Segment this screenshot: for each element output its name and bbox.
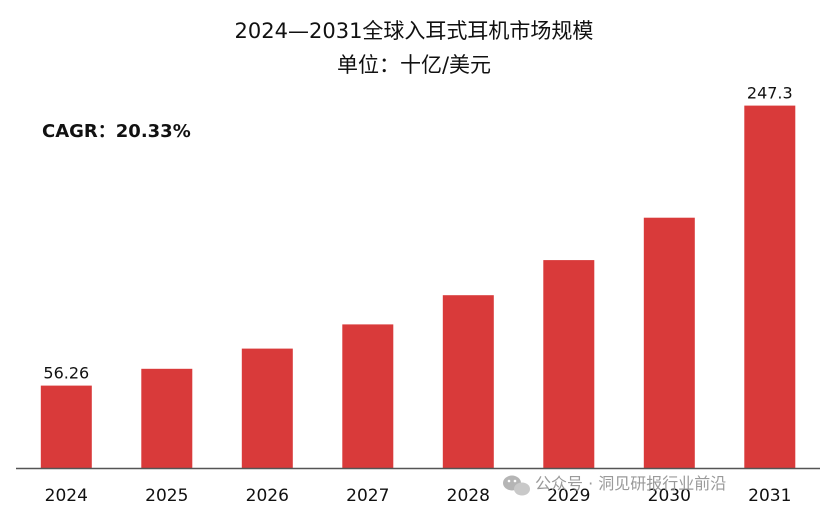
x-tick-2029: 2029 xyxy=(547,486,590,506)
chart-title: 2024—2031全球入耳式耳机市场规模 xyxy=(235,19,594,43)
bar-2026 xyxy=(241,348,293,468)
data-label-2031: 247.3 xyxy=(747,84,793,103)
bar-2024 xyxy=(40,385,92,468)
cagr-annotation: CAGR：20.33% xyxy=(42,121,191,142)
x-tick-2025: 2025 xyxy=(145,486,188,506)
bar-2028 xyxy=(442,295,494,468)
x-tick-2027: 2027 xyxy=(346,486,389,506)
x-tick-2030: 2030 xyxy=(648,486,691,506)
x-tick-2028: 2028 xyxy=(447,486,490,506)
x-tick-labels-group: 2024 2025 2026 2027 2028 2029 2030 2031 xyxy=(45,486,792,506)
chart-subtitle: 单位：十亿/美元 xyxy=(337,53,491,77)
bar-2029 xyxy=(543,260,595,468)
x-tick-2024: 2024 xyxy=(45,486,88,506)
bar-2031 xyxy=(744,105,796,468)
watermark-text: 公众号 · 洞见研报行业前沿 xyxy=(535,474,726,493)
data-label-2024: 56.26 xyxy=(43,364,89,383)
data-labels-group: 56.26 247.3 xyxy=(43,84,792,383)
x-tick-2026: 2026 xyxy=(246,486,289,506)
bar-2025 xyxy=(141,368,193,468)
watermark: 公众号 · 洞见研报行业前沿 xyxy=(503,474,726,496)
wechat-icon xyxy=(503,475,530,496)
bar-2030 xyxy=(643,217,695,468)
bar-2027 xyxy=(342,324,394,468)
x-tick-2031: 2031 xyxy=(748,486,791,506)
bars-group xyxy=(40,105,796,468)
